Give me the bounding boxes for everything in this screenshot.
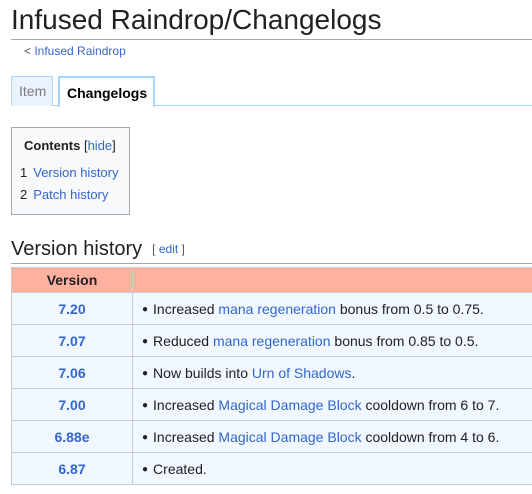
table-row: 6.87 ● Created. bbox=[11, 452, 532, 485]
desc-post: cooldown from 4 to 6. bbox=[361, 428, 500, 445]
desc-post: cooldown from 6 to 7. bbox=[361, 396, 500, 413]
bullet-icon: ● bbox=[142, 431, 149, 443]
toc-entry-version-history: 1 Version history bbox=[20, 162, 121, 184]
toc-hide-open: [ bbox=[80, 138, 88, 153]
table-row: 7.07 ● Reduced mana regeneration bonus fr… bbox=[11, 324, 532, 357]
table-row: 7.20 ● Increased mana regeneration bonus … bbox=[11, 292, 532, 325]
version-cell[interactable]: 6.88e bbox=[11, 420, 133, 453]
version-column-header: Version bbox=[11, 267, 133, 293]
page-title: Infused Raindrop/Changelogs bbox=[11, 2, 532, 40]
version-cell[interactable]: 6.87 bbox=[11, 452, 133, 485]
toc-link-version-history[interactable]: Version history bbox=[33, 165, 119, 180]
description-cell: ● Increased Magical Damage Block cooldown… bbox=[132, 388, 532, 421]
desc-link-magical-damage-block[interactable]: Magical Damage Block bbox=[218, 428, 362, 445]
desc-link-urn-of-shadows[interactable]: Urn of Shadows bbox=[251, 364, 352, 381]
description-cell: ● Increased Magical Damage Block cooldown… bbox=[132, 420, 532, 453]
desc-pre: Increased bbox=[153, 428, 219, 445]
desc-link-magical-damage-block[interactable]: Magical Damage Block bbox=[218, 396, 362, 413]
section-title: Version history bbox=[11, 238, 143, 260]
table-row: 7.00 ● Increased Magical Damage Block coo… bbox=[11, 388, 532, 421]
description-cell: ● Now builds into Urn of Shadows. bbox=[132, 356, 532, 389]
table-header-row: Version bbox=[11, 267, 532, 293]
tab-changelogs[interactable]: Changelogs bbox=[58, 76, 155, 107]
section-heading-version-history: Version history [ edit ] bbox=[11, 236, 532, 264]
breadcrumb-prefix: < bbox=[24, 44, 35, 58]
desc-link-mana-regeneration[interactable]: mana regeneration bbox=[218, 300, 336, 317]
table-of-contents: Contents [hide] 1 Version history 2 Patch … bbox=[11, 127, 130, 215]
desc-post: bonus from 0.85 to 0.5. bbox=[330, 332, 479, 349]
toc-title: Contents bbox=[24, 138, 81, 153]
toc-hide-link[interactable]: hide bbox=[87, 138, 113, 153]
breadcrumb-link-infused-raindrop[interactable]: Infused Raindrop bbox=[34, 44, 126, 58]
bullet-icon: ● bbox=[142, 335, 149, 347]
toc-entry-patch-history: 2 Patch history bbox=[20, 184, 121, 206]
bullet-icon: ● bbox=[142, 367, 149, 379]
toc-number: 2 bbox=[20, 187, 28, 202]
edit-close: ] bbox=[178, 242, 185, 256]
section-edit-wrap: [ edit ] bbox=[152, 242, 185, 256]
bullet-icon: ● bbox=[142, 399, 149, 411]
tab-item[interactable]: Item bbox=[11, 76, 53, 106]
section-edit-link[interactable]: edit bbox=[158, 242, 179, 256]
bullet-icon: ● bbox=[142, 463, 149, 475]
table-row: 6.88e ● Increased Magical Damage Block co… bbox=[11, 420, 532, 453]
desc-pre: Now builds into bbox=[153, 364, 252, 381]
version-cell[interactable]: 7.07 bbox=[11, 324, 133, 357]
toc-number: 1 bbox=[20, 165, 28, 180]
breadcrumb: < Infused Raindrop bbox=[24, 44, 126, 58]
toc-link-patch-history[interactable]: Patch history bbox=[33, 187, 109, 202]
description-cell: ● Increased mana regeneration bonus from … bbox=[132, 292, 532, 325]
toc-hide-wrap: [hide] bbox=[80, 138, 116, 153]
version-cell[interactable]: 7.00 bbox=[11, 388, 133, 421]
version-cell[interactable]: 7.06 bbox=[11, 356, 133, 389]
description-cell: ● Reduced mana regeneration bonus from 0.… bbox=[132, 324, 532, 357]
desc-post: . bbox=[351, 364, 356, 381]
edit-open: [ bbox=[152, 242, 159, 256]
toc-title-row: Contents [hide] bbox=[20, 138, 121, 153]
description-cell: ● Created. bbox=[132, 452, 532, 485]
desc-link-mana-regeneration[interactable]: mana regeneration bbox=[212, 332, 331, 349]
page-tabs: Item Changelogs bbox=[11, 76, 532, 107]
changelog-table: Version 7.20 ● Increased mana regeneratio… bbox=[11, 267, 532, 485]
table-row: 7.06 ● Now builds into Urn of Shadows. bbox=[11, 356, 532, 389]
version-cell[interactable]: 7.20 bbox=[11, 292, 133, 325]
desc-pre: Increased bbox=[153, 300, 219, 317]
desc-pre: Increased bbox=[153, 396, 219, 413]
toc-list: 1 Version history 2 Patch history bbox=[20, 162, 121, 206]
desc-post: bonus from 0.5 to 0.75. bbox=[335, 300, 484, 317]
toc-hide-close: ] bbox=[112, 138, 116, 153]
description-column-header bbox=[132, 267, 532, 293]
desc-pre: Created. bbox=[153, 460, 207, 477]
bullet-icon: ● bbox=[142, 303, 149, 315]
desc-pre: Reduced bbox=[153, 332, 213, 349]
